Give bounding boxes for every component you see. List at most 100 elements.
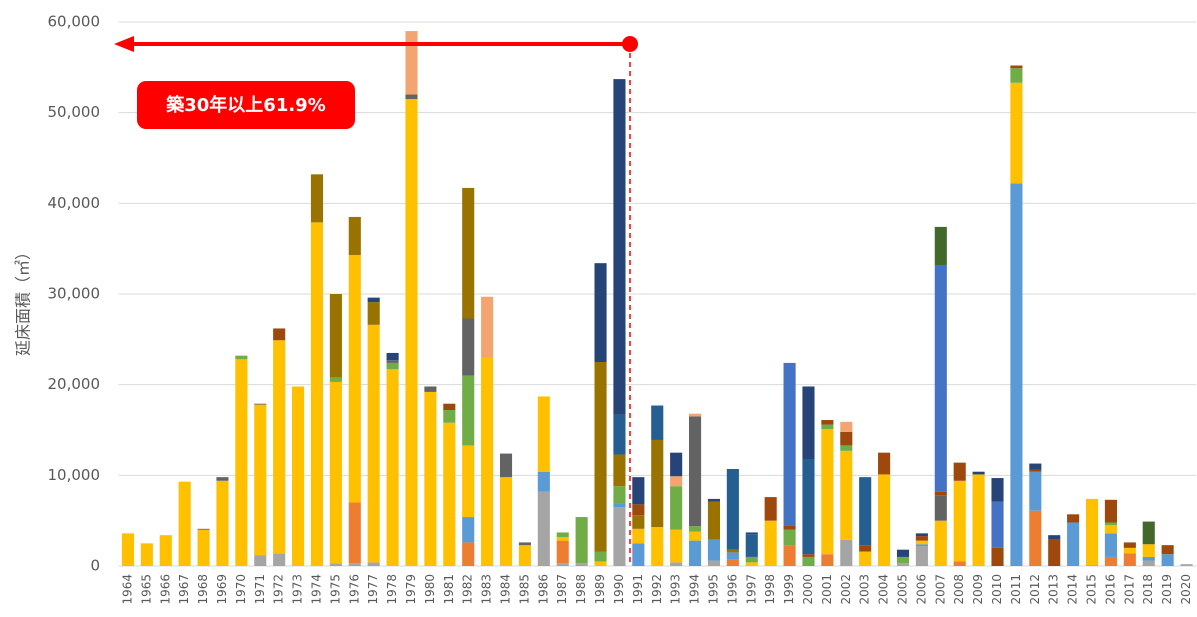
x-tick-label: 1988 bbox=[574, 574, 588, 605]
bar-segment bbox=[499, 477, 513, 566]
y-axis-label: 延床面積（㎡） bbox=[14, 244, 33, 356]
x-tick-label: 1964 bbox=[120, 574, 134, 605]
x-tick-label: 1982 bbox=[461, 574, 475, 605]
bar-segment bbox=[726, 552, 739, 560]
bar-segment bbox=[821, 429, 834, 555]
bar-segment bbox=[197, 529, 210, 566]
bar-segment bbox=[1123, 542, 1136, 548]
bar-segment bbox=[1123, 547, 1136, 554]
bar-segment bbox=[915, 544, 928, 547]
bar-segment bbox=[273, 340, 286, 554]
bar-segment bbox=[726, 559, 739, 566]
bar-segment bbox=[745, 562, 758, 566]
bar-segment bbox=[783, 545, 796, 566]
bar-segment bbox=[556, 563, 569, 566]
bar-segment bbox=[613, 507, 626, 566]
bar-segment bbox=[613, 79, 626, 415]
bar-segment bbox=[972, 471, 985, 475]
bar-segment bbox=[859, 477, 872, 546]
bar-segment bbox=[367, 324, 380, 563]
bar-segment bbox=[821, 554, 834, 566]
bar-segment bbox=[556, 540, 569, 564]
x-tick-label: 2017 bbox=[1122, 574, 1136, 605]
bar-segment bbox=[292, 386, 305, 566]
bar-segment bbox=[689, 413, 702, 417]
x-tick-label: 1972 bbox=[272, 574, 286, 605]
x-tick-label: 1990 bbox=[612, 574, 626, 605]
x-tick-label: 1998 bbox=[763, 574, 777, 605]
bar-segment bbox=[443, 410, 456, 423]
bar-segment bbox=[386, 352, 399, 361]
x-tick-label: 2009 bbox=[971, 574, 985, 605]
bar-segment bbox=[1142, 544, 1155, 557]
bar-segment bbox=[670, 452, 683, 477]
bar-segment bbox=[651, 439, 664, 528]
x-tick-label: 1977 bbox=[366, 574, 380, 605]
bar-segment bbox=[821, 420, 834, 425]
bar-segment bbox=[613, 503, 626, 508]
bar-segment bbox=[651, 527, 664, 566]
bar-segment bbox=[273, 553, 286, 566]
bar-segment bbox=[348, 502, 361, 564]
x-tick-label: 2019 bbox=[1160, 574, 1174, 605]
bar-segment bbox=[329, 294, 342, 378]
bar-segment bbox=[896, 563, 910, 566]
bar-segment bbox=[783, 525, 796, 530]
x-tick-label: 2014 bbox=[1066, 574, 1080, 605]
bar-segment bbox=[1104, 522, 1117, 526]
x-tick-label: 2004 bbox=[877, 574, 891, 605]
bar-segment bbox=[1142, 560, 1155, 566]
bar-segment bbox=[764, 520, 777, 566]
arrow-dot bbox=[622, 36, 638, 52]
bar-segment bbox=[462, 318, 475, 376]
bar-segment bbox=[556, 536, 569, 541]
bar-segment bbox=[121, 533, 135, 566]
bar-segment bbox=[518, 542, 531, 546]
bar-segment bbox=[840, 431, 853, 446]
bar-segment bbox=[594, 551, 607, 562]
y-tick-label: 40,000 bbox=[48, 194, 101, 212]
x-tick-label: 1970 bbox=[234, 574, 248, 605]
bar-segment bbox=[424, 391, 437, 566]
x-tick-label: 1992 bbox=[650, 574, 664, 605]
x-tick-label: 2002 bbox=[839, 574, 853, 605]
bar-segment bbox=[462, 375, 475, 446]
bar-segment bbox=[367, 302, 380, 325]
bar-segment bbox=[859, 551, 872, 566]
x-tick-label: 2003 bbox=[858, 574, 872, 605]
bar-segment bbox=[745, 556, 758, 563]
bar-segment bbox=[329, 381, 342, 564]
x-tick-label: 1973 bbox=[291, 574, 305, 605]
bar-segment bbox=[1104, 499, 1117, 523]
bar-segment bbox=[840, 539, 853, 566]
x-tick-label: 1976 bbox=[347, 574, 361, 605]
x-tick-label: 2000 bbox=[801, 574, 815, 605]
callout-box bbox=[137, 81, 355, 129]
bar-segment bbox=[1067, 514, 1080, 523]
y-tick-label: 30,000 bbox=[48, 285, 101, 303]
x-tick-label: 1967 bbox=[177, 574, 191, 605]
bar-segment bbox=[613, 486, 626, 504]
bar-segment bbox=[594, 561, 607, 566]
bar-segment bbox=[1029, 463, 1042, 470]
bar-segment bbox=[1180, 564, 1193, 566]
bar-segment bbox=[348, 563, 361, 566]
bar-segment bbox=[462, 517, 475, 543]
x-tick-label: 1974 bbox=[309, 574, 323, 605]
y-tick-label: 20,000 bbox=[48, 375, 101, 393]
bar-segment bbox=[481, 357, 494, 566]
x-tick-label: 1989 bbox=[593, 574, 607, 605]
bar-segment bbox=[197, 528, 210, 530]
bar-segment bbox=[859, 545, 872, 552]
x-tick-label: 1969 bbox=[215, 574, 229, 605]
bar-segment bbox=[802, 459, 815, 555]
bar-segment bbox=[651, 405, 664, 440]
bar-segment bbox=[329, 377, 342, 382]
x-tick-label: 2015 bbox=[1085, 574, 1099, 605]
bar-segment bbox=[745, 534, 758, 557]
bar-segment bbox=[537, 491, 550, 566]
bar-segment bbox=[726, 468, 739, 550]
bar-segment bbox=[348, 255, 361, 503]
bar-segment bbox=[462, 445, 475, 518]
x-tick-label: 1978 bbox=[385, 574, 399, 605]
